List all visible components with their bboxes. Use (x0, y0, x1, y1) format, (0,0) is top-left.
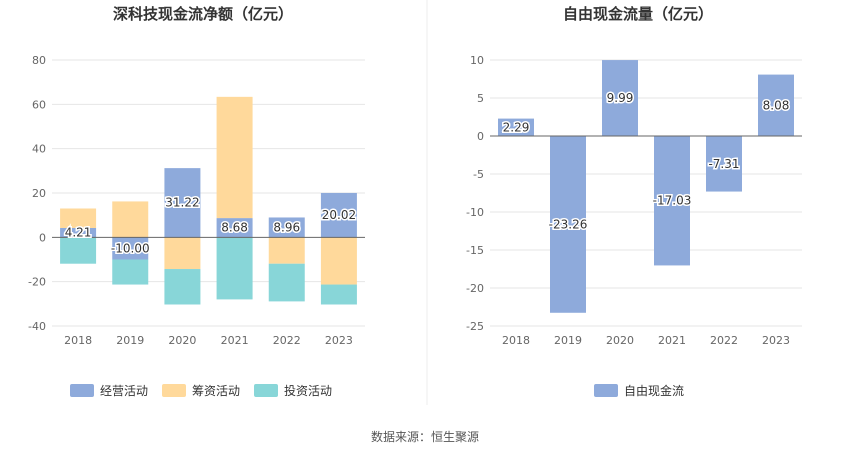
right-data-label: -23.26 (549, 217, 588, 231)
right-data-label: -7.31 (708, 157, 739, 171)
left-bar (216, 96, 253, 219)
left-bar (164, 269, 201, 305)
left-data-label: 4.21 (65, 226, 92, 240)
left-y-tick-label: -20 (28, 276, 46, 289)
right-y-tick-label: -25 (466, 320, 484, 333)
left-x-tick-label: 2018 (64, 334, 92, 347)
left-bar (268, 217, 305, 238)
right-data-label: 2.29 (503, 120, 530, 134)
left-bar (164, 168, 201, 238)
left-x-tick-label: 2023 (325, 334, 353, 347)
right-x-tick-label: 2019 (554, 334, 582, 347)
left-x-tick-label: 2020 (168, 334, 196, 347)
right-bar (758, 74, 794, 136)
left-data-label: 8.96 (273, 220, 300, 234)
left-bar (268, 263, 305, 302)
right-bar (550, 136, 586, 313)
left-y-tick-label: 60 (32, 98, 46, 111)
left-data-label: -10.00 (111, 241, 150, 255)
right-legend-swatch (594, 384, 618, 397)
left-bar (216, 237, 253, 300)
right-data-label: -17.03 (653, 194, 692, 208)
left-bar (60, 208, 97, 229)
right-x-tick-label: 2020 (606, 334, 634, 347)
left-bar (60, 228, 97, 238)
left-y-tick-label: 80 (32, 54, 46, 67)
right-data-label: 8.08 (763, 98, 790, 112)
left-chart-title: 深科技现金流净额（亿元） (113, 5, 293, 23)
left-bar (320, 192, 357, 238)
left-legend-swatch (162, 384, 186, 397)
left-y-tick-label: -40 (28, 320, 46, 333)
right-y-tick-label: -20 (466, 282, 484, 295)
left-x-tick-label: 2021 (221, 334, 249, 347)
left-bar (320, 237, 357, 285)
left-bar (268, 237, 305, 264)
left-legend-label: 投资活动 (284, 383, 332, 398)
left-bar (164, 237, 201, 270)
right-data-label: 9.99 (607, 91, 634, 105)
left-data-label: 31.22 (165, 196, 199, 210)
left-bar (60, 237, 97, 264)
left-x-tick-label: 2019 (116, 334, 144, 347)
right-y-tick-label: -15 (466, 244, 484, 257)
source-note: 数据来源：恒生聚源 (370, 430, 479, 444)
left-legend-swatch (254, 384, 278, 397)
right-x-tick-label: 2018 (502, 334, 530, 347)
right-y-tick-label: 5 (477, 92, 484, 105)
left-legend-swatch (70, 384, 94, 397)
right-bar (654, 136, 690, 266)
left-data-label: 8.68 (221, 221, 248, 235)
right-bar (602, 60, 638, 136)
left-data-label: 20.02 (322, 208, 356, 222)
left-legend-label: 经营活动 (100, 384, 148, 398)
right-y-tick-label: 0 (477, 130, 484, 143)
right-bar (498, 118, 534, 136)
left-bar (112, 237, 149, 260)
left-y-tick-label: 0 (39, 231, 46, 244)
left-bar (216, 218, 253, 238)
right-y-tick-label: -5 (473, 168, 484, 181)
left-bar (112, 201, 149, 238)
right-chart-title: 自由现金流量（亿元） (563, 5, 713, 23)
right-bar (706, 136, 742, 192)
right-x-tick-label: 2021 (658, 334, 686, 347)
right-y-tick-label: 10 (470, 54, 484, 67)
right-y-tick-label: -10 (466, 206, 484, 219)
left-bar (320, 284, 357, 305)
left-x-tick-label: 2022 (273, 334, 301, 347)
right-x-tick-label: 2023 (762, 334, 790, 347)
left-legend-label: 筹资活动 (192, 384, 240, 398)
left-bar (112, 259, 149, 285)
right-legend-label: 自由现金流 (624, 383, 684, 398)
left-y-tick-label: 40 (32, 143, 46, 156)
right-x-tick-label: 2022 (710, 334, 738, 347)
left-y-tick-label: 20 (32, 187, 46, 200)
